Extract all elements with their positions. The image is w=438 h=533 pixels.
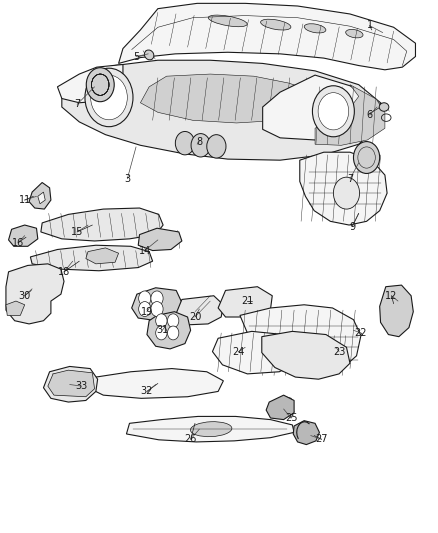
Text: 22: 22 [355,328,367,338]
Text: 14: 14 [139,246,151,255]
Circle shape [85,68,133,127]
Text: 33: 33 [75,381,88,391]
Ellipse shape [208,15,247,27]
Polygon shape [41,208,163,241]
Polygon shape [262,332,350,379]
Polygon shape [48,370,95,397]
Text: 21: 21 [241,296,254,306]
Text: 15: 15 [71,227,83,237]
Text: 24: 24 [233,346,245,357]
Polygon shape [38,192,45,204]
Ellipse shape [145,50,154,60]
Polygon shape [175,296,223,325]
Text: 6: 6 [367,110,373,120]
Polygon shape [119,3,416,70]
Polygon shape [127,416,294,442]
Polygon shape [6,301,25,316]
Circle shape [312,86,354,137]
Text: 20: 20 [189,312,201,322]
Circle shape [86,68,114,102]
Polygon shape [218,287,272,317]
Ellipse shape [304,24,326,33]
Circle shape [207,135,226,158]
Text: 27: 27 [315,434,328,445]
Text: 11: 11 [18,195,31,205]
Polygon shape [43,367,98,402]
Text: 12: 12 [385,290,398,301]
Circle shape [155,326,167,340]
Polygon shape [29,182,51,209]
Polygon shape [266,395,294,419]
Text: 7: 7 [74,99,80,109]
Circle shape [139,291,151,306]
Polygon shape [300,152,387,225]
Polygon shape [380,285,413,337]
Text: 25: 25 [285,413,297,423]
Text: 32: 32 [141,386,153,397]
Polygon shape [212,332,300,374]
Text: 7: 7 [347,174,353,184]
Circle shape [333,177,360,209]
Ellipse shape [346,29,363,38]
Polygon shape [6,264,64,324]
Circle shape [151,302,163,317]
Circle shape [353,142,380,173]
Ellipse shape [261,19,291,30]
Polygon shape [240,305,361,374]
Circle shape [91,75,127,120]
Polygon shape [62,60,381,160]
Polygon shape [88,368,223,398]
Text: 16: 16 [12,238,24,247]
Polygon shape [147,312,191,349]
Polygon shape [138,228,182,251]
Circle shape [151,291,163,306]
Polygon shape [30,245,152,271]
Text: 23: 23 [333,346,345,357]
Circle shape [167,326,179,340]
Polygon shape [263,75,376,140]
Text: 26: 26 [184,434,197,445]
Polygon shape [57,64,123,103]
Polygon shape [132,288,182,321]
Text: 3: 3 [124,174,131,184]
Circle shape [318,93,349,130]
Text: 5: 5 [133,52,139,61]
Ellipse shape [379,103,389,111]
Polygon shape [86,248,119,264]
Circle shape [139,302,151,317]
Text: 19: 19 [141,306,153,317]
Polygon shape [141,74,315,123]
Ellipse shape [191,422,232,437]
Circle shape [175,132,194,155]
Text: 9: 9 [349,222,355,232]
Text: 30: 30 [18,290,31,301]
Circle shape [155,314,167,328]
Polygon shape [293,421,319,445]
Circle shape [191,134,210,157]
Text: 8: 8 [196,136,202,147]
Polygon shape [9,225,38,246]
Circle shape [167,314,179,328]
Polygon shape [315,85,385,146]
Text: 18: 18 [58,267,70,277]
Text: 31: 31 [156,325,168,335]
Text: 1: 1 [367,20,373,30]
